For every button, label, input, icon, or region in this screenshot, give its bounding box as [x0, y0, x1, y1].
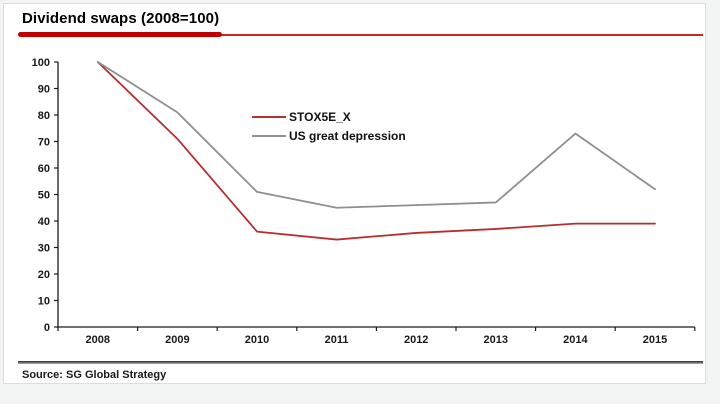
title-underline-accent [18, 32, 222, 37]
x-tick-label: 2012 [404, 334, 428, 346]
x-tick-label: 2009 [165, 334, 189, 346]
chart-legend: STOX5E_X US great depression [252, 110, 406, 143]
chart-canvas: 0 10 20 30 40 50 60 70 80 90 100 2008 2009 2010 2011 20… [32, 57, 696, 346]
chart-title: Dividend swaps (2008=100) [22, 10, 220, 27]
y-tick-label: 30 [38, 243, 50, 255]
chart-panel [3, 3, 706, 384]
y-tick-label: 0 [44, 322, 50, 334]
y-tick-label: 90 [38, 84, 50, 96]
source-note: Source: SG Global Strategy [22, 369, 167, 381]
legend-item: US great depression [252, 129, 406, 143]
legend-label: STOX5E_X [289, 110, 351, 124]
legend-label: US great depression [289, 129, 406, 143]
legend-line-sample [252, 135, 286, 137]
legend-line-sample [252, 116, 286, 118]
y-tick-label: 100 [32, 57, 50, 69]
x-tick-label: 2011 [325, 334, 349, 346]
legend-item: STOX5E_X [252, 110, 406, 124]
x-tick-label: 2010 [245, 334, 269, 346]
series-line-stox5e-x [96, 61, 656, 241]
y-tick-label: 50 [38, 190, 50, 202]
footer-divider [18, 361, 703, 364]
x-tick-label: 2013 [484, 334, 508, 346]
y-tick-label: 80 [38, 110, 50, 122]
x-tick-label: 2008 [86, 334, 110, 346]
y-tick-label: 60 [38, 163, 50, 175]
title-underline-rule [215, 34, 703, 36]
y-tick-label: 40 [38, 216, 50, 228]
y-tick-label: 20 [38, 269, 50, 281]
x-tick-label: 2014 [563, 334, 588, 346]
x-tick-label: 2015 [643, 334, 667, 346]
series-line-us-great-depression [96, 61, 656, 209]
y-tick-label: 70 [38, 137, 50, 149]
y-tick-label: 10 [38, 296, 50, 308]
